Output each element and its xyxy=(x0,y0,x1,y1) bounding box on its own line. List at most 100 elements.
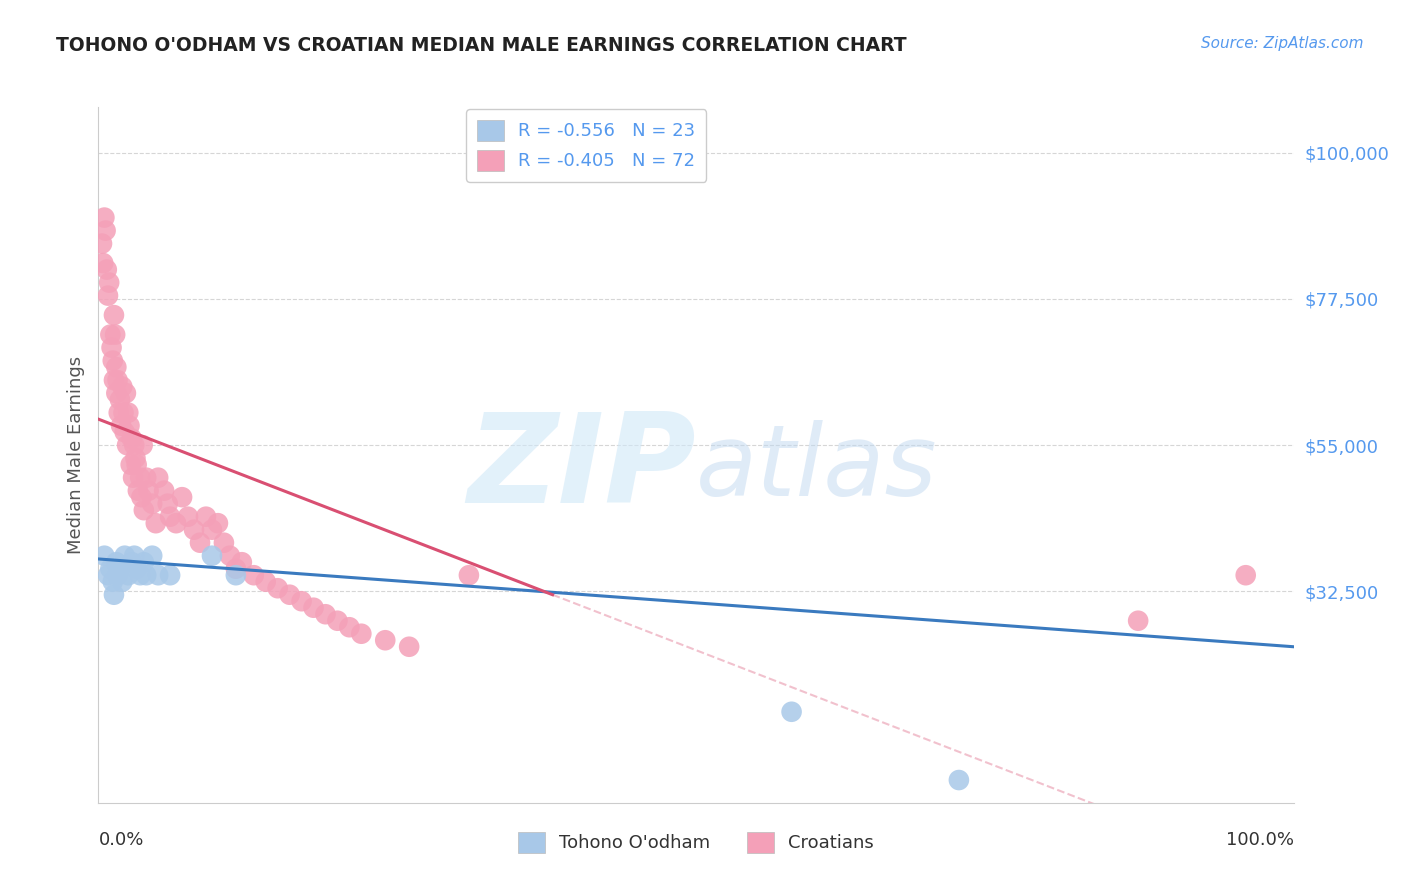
Point xyxy=(458,568,481,582)
Point xyxy=(398,640,420,654)
Point xyxy=(107,568,129,582)
Y-axis label: Median Male Earnings: Median Male Earnings xyxy=(66,356,84,554)
Point xyxy=(339,620,361,634)
Point xyxy=(302,600,325,615)
Point xyxy=(156,497,179,511)
Point xyxy=(101,353,124,368)
Point xyxy=(98,562,122,576)
Point xyxy=(91,236,114,251)
Point xyxy=(121,432,143,446)
Point xyxy=(104,327,127,342)
Point xyxy=(131,490,153,504)
Point xyxy=(115,438,138,452)
Point xyxy=(103,373,125,387)
Point xyxy=(165,516,187,531)
Point xyxy=(98,327,122,342)
Point xyxy=(107,373,129,387)
Point xyxy=(201,523,224,537)
Point xyxy=(124,451,146,466)
Point xyxy=(93,549,115,563)
Point xyxy=(131,438,153,452)
Point xyxy=(110,418,132,433)
Point xyxy=(108,562,131,576)
Point xyxy=(153,483,176,498)
Point xyxy=(374,633,396,648)
Point xyxy=(1234,568,1257,582)
Point xyxy=(124,549,146,563)
Point xyxy=(103,308,125,322)
Point xyxy=(219,549,242,563)
Text: Source: ZipAtlas.com: Source: ZipAtlas.com xyxy=(1201,36,1364,51)
Point xyxy=(159,568,181,582)
Text: atlas: atlas xyxy=(696,420,938,517)
Point xyxy=(111,574,134,589)
Point xyxy=(114,549,136,563)
Point xyxy=(159,509,181,524)
Point xyxy=(93,211,115,225)
Point xyxy=(145,516,167,531)
Point xyxy=(141,497,163,511)
Point xyxy=(350,626,373,640)
Text: 0.0%: 0.0% xyxy=(98,830,143,848)
Point xyxy=(100,341,122,355)
Point xyxy=(101,574,124,589)
Point xyxy=(780,705,803,719)
Point xyxy=(135,471,157,485)
Point xyxy=(97,288,120,302)
Point xyxy=(112,406,135,420)
Point xyxy=(1128,614,1150,628)
Point xyxy=(103,588,125,602)
Point xyxy=(97,568,120,582)
Point xyxy=(125,562,148,576)
Point xyxy=(195,509,218,524)
Point xyxy=(231,555,253,569)
Point xyxy=(141,549,163,563)
Point xyxy=(107,406,129,420)
Point xyxy=(111,379,134,393)
Point xyxy=(115,386,138,401)
Point xyxy=(117,568,139,582)
Point xyxy=(117,406,139,420)
Point xyxy=(201,549,224,563)
Point xyxy=(122,471,145,485)
Point xyxy=(267,581,290,595)
Point xyxy=(212,535,235,549)
Point xyxy=(315,607,337,622)
Legend: Tohono O'odham, Croatians: Tohono O'odham, Croatians xyxy=(510,824,882,860)
Text: ZIP: ZIP xyxy=(467,409,696,529)
Point xyxy=(291,594,314,608)
Point xyxy=(114,425,136,439)
Point xyxy=(254,574,277,589)
Text: TOHONO O'ODHAM VS CROATIAN MEDIAN MALE EARNINGS CORRELATION CHART: TOHONO O'ODHAM VS CROATIAN MEDIAN MALE E… xyxy=(56,36,907,54)
Point xyxy=(188,535,211,549)
Point xyxy=(243,568,266,582)
Point xyxy=(177,509,200,524)
Point xyxy=(105,555,128,569)
Point xyxy=(121,555,143,569)
Point xyxy=(148,471,170,485)
Point xyxy=(108,392,131,407)
Point xyxy=(98,276,121,290)
Point xyxy=(105,386,128,401)
Point xyxy=(148,568,170,582)
Point xyxy=(129,568,152,582)
Point xyxy=(120,458,142,472)
Point xyxy=(135,568,157,582)
Point xyxy=(96,262,118,277)
Text: 100.0%: 100.0% xyxy=(1226,830,1294,848)
Point xyxy=(138,483,160,498)
Point xyxy=(207,516,229,531)
Point xyxy=(172,490,194,504)
Point xyxy=(91,256,114,270)
Point xyxy=(129,471,152,485)
Point xyxy=(127,483,149,498)
Point xyxy=(132,555,155,569)
Point xyxy=(94,224,117,238)
Point xyxy=(326,614,349,628)
Point xyxy=(225,568,247,582)
Point xyxy=(125,458,148,472)
Point xyxy=(948,772,970,787)
Point xyxy=(183,523,205,537)
Point xyxy=(118,418,141,433)
Point xyxy=(225,562,247,576)
